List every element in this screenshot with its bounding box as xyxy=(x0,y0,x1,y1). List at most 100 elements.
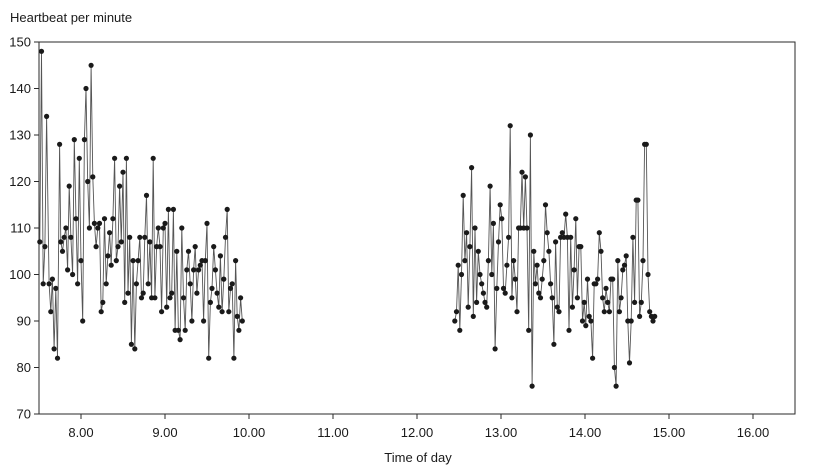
data-point xyxy=(489,271,495,278)
data-point xyxy=(133,281,139,287)
data-point xyxy=(512,276,518,282)
data-point xyxy=(107,230,113,236)
data-point xyxy=(467,244,473,250)
data-point xyxy=(68,234,74,240)
data-point xyxy=(531,248,537,254)
data-point xyxy=(630,234,636,240)
data-point xyxy=(204,220,210,226)
data-point xyxy=(78,258,84,264)
data-point xyxy=(211,244,217,250)
series-points xyxy=(37,48,658,389)
data-point xyxy=(499,216,505,222)
data-point xyxy=(455,262,461,268)
data-point xyxy=(226,309,232,315)
data-point xyxy=(101,216,108,222)
data-point xyxy=(86,225,92,231)
data-point xyxy=(527,132,534,138)
data-point xyxy=(549,295,555,301)
x-tick-label: 10.00 xyxy=(233,425,266,440)
data-point xyxy=(480,290,486,296)
data-point xyxy=(206,355,212,361)
data-point xyxy=(221,276,227,282)
data-point xyxy=(137,234,143,240)
data-point xyxy=(588,318,594,324)
data-point xyxy=(54,355,61,361)
data-point xyxy=(586,313,592,319)
x-tick-label: 9.00 xyxy=(152,425,177,440)
data-point xyxy=(581,299,587,305)
data-point xyxy=(578,244,584,250)
data-point xyxy=(620,267,626,273)
data-point xyxy=(611,364,618,371)
data-point xyxy=(613,383,619,389)
data-point xyxy=(596,230,602,236)
data-point xyxy=(494,285,500,291)
data-point xyxy=(201,318,207,324)
data-point xyxy=(38,48,45,54)
data-point xyxy=(127,234,133,240)
data-point xyxy=(80,318,86,324)
data-point xyxy=(170,206,176,212)
data-point xyxy=(504,262,510,268)
data-point xyxy=(76,155,82,161)
data-point xyxy=(529,383,535,389)
data-point xyxy=(128,341,134,347)
data-point xyxy=(49,276,56,282)
data-point xyxy=(108,262,114,268)
data-point xyxy=(472,225,478,231)
data-point xyxy=(194,290,200,296)
data-point xyxy=(460,192,466,198)
x-tick-label: 11.00 xyxy=(317,425,349,440)
x-tick-label: 13.00 xyxy=(485,425,518,440)
data-point xyxy=(457,327,463,333)
data-point xyxy=(231,355,237,361)
data-point xyxy=(502,290,508,296)
data-point xyxy=(155,225,161,231)
data-point xyxy=(212,267,218,273)
data-point xyxy=(115,244,121,250)
data-point xyxy=(238,295,244,301)
data-point xyxy=(487,183,493,189)
data-point xyxy=(605,299,611,305)
data-point xyxy=(566,327,572,333)
data-point xyxy=(202,258,208,264)
data-point xyxy=(236,327,242,333)
x-tick-label: 14.00 xyxy=(569,425,602,440)
data-point xyxy=(590,355,596,361)
x-axis-label: Time of day xyxy=(384,450,452,465)
data-point xyxy=(59,248,66,254)
y-tick-label: 110 xyxy=(10,221,31,236)
data-point xyxy=(57,141,63,147)
data-point xyxy=(615,258,621,264)
x-tick-label: 8.00 xyxy=(68,425,93,440)
data-point xyxy=(159,309,165,315)
data-point xyxy=(482,299,488,305)
data-point xyxy=(207,299,213,305)
data-point xyxy=(46,281,52,287)
y-axis-ticks: 70 80 90 100 110 120 130 140 150 xyxy=(9,35,39,422)
data-point xyxy=(85,178,91,185)
data-point xyxy=(177,337,183,343)
y-axis-label: Heartbeat per minute xyxy=(10,10,132,25)
x-tick-label: 12.00 xyxy=(401,425,434,440)
data-point xyxy=(464,230,470,236)
data-point xyxy=(90,174,96,180)
data-point xyxy=(53,285,59,291)
data-point xyxy=(152,295,158,301)
data-point xyxy=(98,309,104,315)
data-point xyxy=(48,309,54,315)
data-point xyxy=(113,258,119,264)
data-point xyxy=(130,258,136,264)
data-point xyxy=(650,318,656,324)
data-point xyxy=(88,62,94,68)
data-point xyxy=(458,271,465,278)
data-point xyxy=(584,276,591,282)
data-point xyxy=(652,313,658,319)
data-point xyxy=(539,276,545,282)
data-point xyxy=(187,281,193,287)
data-point xyxy=(83,85,89,92)
data-point xyxy=(556,309,562,315)
data-point xyxy=(497,202,503,208)
data-point xyxy=(147,239,153,245)
